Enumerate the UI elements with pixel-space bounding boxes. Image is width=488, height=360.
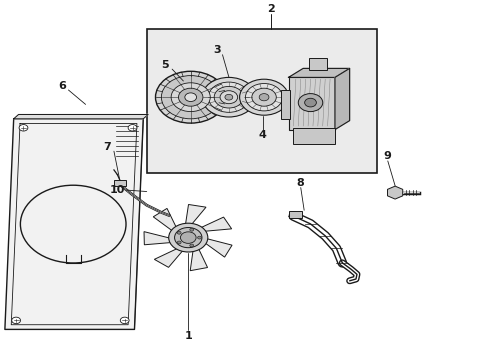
Text: 8: 8 (296, 178, 304, 188)
Text: 2: 2 (267, 4, 275, 14)
Circle shape (178, 88, 203, 106)
Circle shape (298, 94, 322, 112)
Circle shape (174, 228, 202, 248)
Circle shape (177, 231, 181, 234)
Polygon shape (288, 68, 349, 77)
Circle shape (304, 98, 316, 107)
Polygon shape (194, 217, 231, 232)
Polygon shape (5, 119, 143, 329)
Polygon shape (184, 204, 205, 230)
Circle shape (189, 244, 193, 247)
Text: 10: 10 (109, 185, 125, 195)
Polygon shape (199, 237, 232, 257)
Circle shape (251, 88, 276, 106)
Circle shape (245, 84, 282, 111)
Circle shape (180, 232, 196, 243)
Bar (281, 90, 289, 119)
Text: 7: 7 (103, 142, 111, 152)
Polygon shape (190, 243, 207, 271)
Circle shape (184, 93, 196, 102)
Polygon shape (154, 245, 187, 267)
Circle shape (20, 185, 126, 263)
Circle shape (259, 94, 268, 101)
Text: 4: 4 (258, 130, 266, 140)
Circle shape (155, 71, 225, 123)
Bar (146, 29, 376, 173)
Bar (114, 180, 126, 186)
Text: 9: 9 (383, 151, 391, 161)
Circle shape (168, 223, 207, 252)
Circle shape (214, 86, 243, 108)
Text: 3: 3 (212, 45, 220, 55)
Circle shape (202, 77, 255, 117)
Text: 6: 6 (59, 81, 66, 91)
Circle shape (197, 236, 201, 239)
Bar (308, 58, 326, 70)
Circle shape (224, 94, 232, 100)
Text: 5: 5 (161, 60, 169, 70)
Circle shape (220, 91, 237, 104)
Polygon shape (14, 114, 148, 119)
Polygon shape (144, 231, 179, 245)
Circle shape (128, 125, 137, 131)
Polygon shape (153, 208, 179, 235)
Circle shape (120, 317, 129, 324)
Circle shape (171, 83, 210, 112)
Bar (288, 211, 302, 218)
Bar (293, 128, 334, 144)
Text: 1: 1 (184, 330, 192, 341)
Circle shape (208, 82, 249, 112)
Circle shape (189, 228, 193, 231)
Circle shape (12, 317, 20, 324)
Polygon shape (334, 68, 349, 130)
Circle shape (239, 79, 288, 115)
Circle shape (19, 125, 28, 131)
Circle shape (177, 241, 181, 244)
Bar (288, 77, 334, 130)
Circle shape (161, 76, 220, 119)
